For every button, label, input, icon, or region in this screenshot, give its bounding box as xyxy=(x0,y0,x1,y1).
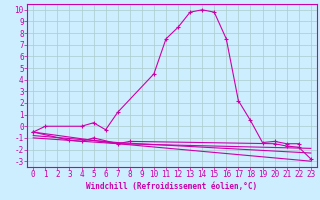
X-axis label: Windchill (Refroidissement éolien,°C): Windchill (Refroidissement éolien,°C) xyxy=(86,182,258,191)
